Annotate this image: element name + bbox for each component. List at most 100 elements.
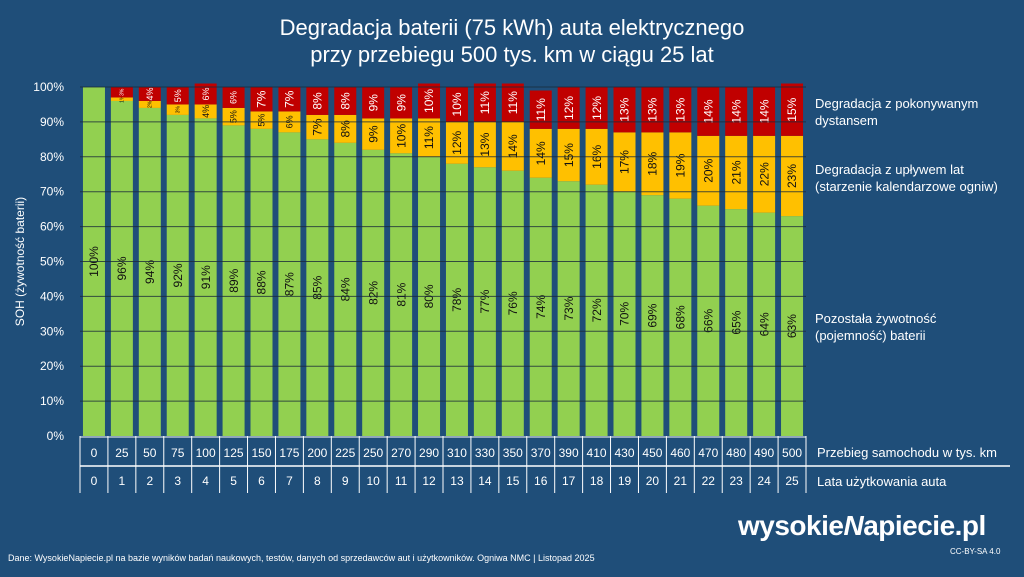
bar-value-label: 11% xyxy=(478,91,492,114)
bar-segment xyxy=(250,128,273,436)
bar-value-label: 73% xyxy=(562,296,576,320)
bar-segment xyxy=(641,132,664,196)
bar-segment xyxy=(222,125,245,436)
bar-value-label: 63% xyxy=(785,314,799,338)
bar-segment xyxy=(194,83,217,105)
year-cell: 16 xyxy=(534,474,548,488)
bar-value-label: 69% xyxy=(646,303,660,327)
bar-segment xyxy=(529,90,552,129)
year-cell: 2 xyxy=(146,474,153,488)
bar-value-label: 92% xyxy=(171,263,185,287)
bar-value-label: 7% xyxy=(311,118,325,136)
bar-segment xyxy=(138,107,161,436)
bar-segment xyxy=(613,87,636,133)
year-cell: 19 xyxy=(618,474,632,488)
bar-segment xyxy=(445,121,468,164)
bar-value-label: 82% xyxy=(366,281,380,305)
bar-segment xyxy=(753,87,776,136)
bar-value-label: 68% xyxy=(674,305,688,329)
y-tick-label: 40% xyxy=(40,289,64,303)
y-tick-label: 100% xyxy=(33,80,64,94)
year-cell: 17 xyxy=(562,474,576,488)
bar-value-label: 5% xyxy=(173,89,183,102)
year-cell: 0 xyxy=(91,474,98,488)
bar-value-label: 14% xyxy=(506,134,520,158)
title-line-2: przy przebiegu 500 tys. km w ciągu 25 la… xyxy=(310,42,714,67)
bar-value-label: 14% xyxy=(729,99,743,123)
mileage-cell: 75 xyxy=(171,446,185,460)
bar-value-label: 64% xyxy=(757,312,771,336)
bar-value-label: 11% xyxy=(422,126,436,149)
y-tick-label: 80% xyxy=(40,150,64,164)
year-cell: 8 xyxy=(314,474,321,488)
legend-remaining: Pozostała żywotność (pojemność) baterii xyxy=(815,310,936,344)
bar-value-label: 13% xyxy=(478,132,492,156)
bar-segment xyxy=(278,87,301,112)
mileage-cell: 150 xyxy=(251,446,271,460)
year-cell: 10 xyxy=(367,474,381,488)
bar-segment xyxy=(138,100,161,108)
y-tick-label: 50% xyxy=(40,255,64,269)
year-cell: 13 xyxy=(450,474,464,488)
bar-segment xyxy=(418,118,441,157)
mileage-cell: 290 xyxy=(419,446,439,460)
bar-value-label: 11% xyxy=(506,91,520,114)
mileage-cell: 410 xyxy=(587,446,607,460)
bar-segment xyxy=(166,87,189,105)
bar-value-label: 7% xyxy=(283,90,297,108)
bar-segment xyxy=(753,212,776,436)
bar-segment xyxy=(613,132,636,192)
y-tick-label: 30% xyxy=(40,324,64,338)
bar-value-label: 74% xyxy=(534,295,548,319)
bar-segment xyxy=(445,87,468,122)
bar-value-label: 91% xyxy=(199,265,213,289)
year-cell: 14 xyxy=(478,474,492,488)
mileage-cell: 50 xyxy=(143,446,157,460)
year-cell: 12 xyxy=(422,474,436,488)
bar-segment xyxy=(473,121,496,168)
bar-segment xyxy=(445,163,468,436)
bar-segment xyxy=(501,83,524,122)
bar-segment xyxy=(557,181,580,436)
bar-segment xyxy=(641,87,664,133)
bar-value-label: 22% xyxy=(757,162,771,186)
bar-segment xyxy=(557,128,580,182)
bar-value-label: 7% xyxy=(255,90,269,108)
bar-segment xyxy=(166,104,189,115)
bar-value-label: 14% xyxy=(701,99,715,123)
bar-segment xyxy=(250,87,273,112)
mileage-cell: 460 xyxy=(670,446,690,460)
bar-segment xyxy=(697,205,720,436)
bar-segment xyxy=(529,177,552,437)
bar-segment xyxy=(781,135,804,217)
bar-value-label: 13% xyxy=(646,97,660,121)
logo: wysokieNapiecie.pl xyxy=(738,510,986,541)
bar-value-label: 8% xyxy=(338,92,352,110)
legend-distance: Degradacja z pokonywanym dystansem xyxy=(815,95,978,129)
bar-value-label: 11% xyxy=(534,98,548,121)
year-cell: 9 xyxy=(342,474,349,488)
bar-segment xyxy=(585,87,608,129)
bar-value-label: 10% xyxy=(450,92,464,116)
mileage-cell: 500 xyxy=(782,446,802,460)
y-tick-label: 0% xyxy=(47,429,65,443)
year-cell: 18 xyxy=(590,474,604,488)
bar-value-label: 12% xyxy=(590,96,604,120)
legend-distance-line2: dystansem xyxy=(815,113,878,128)
bar-segment xyxy=(473,83,496,122)
bar-value-label: 65% xyxy=(729,310,743,334)
bar-segment xyxy=(306,114,329,140)
bar-segment xyxy=(613,191,636,436)
bar-segment xyxy=(110,97,133,101)
bar-value-label: 2% xyxy=(148,100,154,108)
bar-segment xyxy=(669,87,692,133)
bar-value-label: 14% xyxy=(534,141,548,165)
bar-segment xyxy=(557,87,580,129)
bar-value-label: 85% xyxy=(311,275,325,299)
bar-value-label: 8% xyxy=(338,120,352,138)
title-line-1: Degradacja baterii (75 kWh) auta elektry… xyxy=(279,15,745,40)
bar-segment xyxy=(138,87,161,101)
bar-value-label: 15% xyxy=(562,143,576,167)
mileage-cell: 450 xyxy=(642,446,662,460)
legend-remaining-line1: Pozostała żywotność xyxy=(815,311,937,326)
